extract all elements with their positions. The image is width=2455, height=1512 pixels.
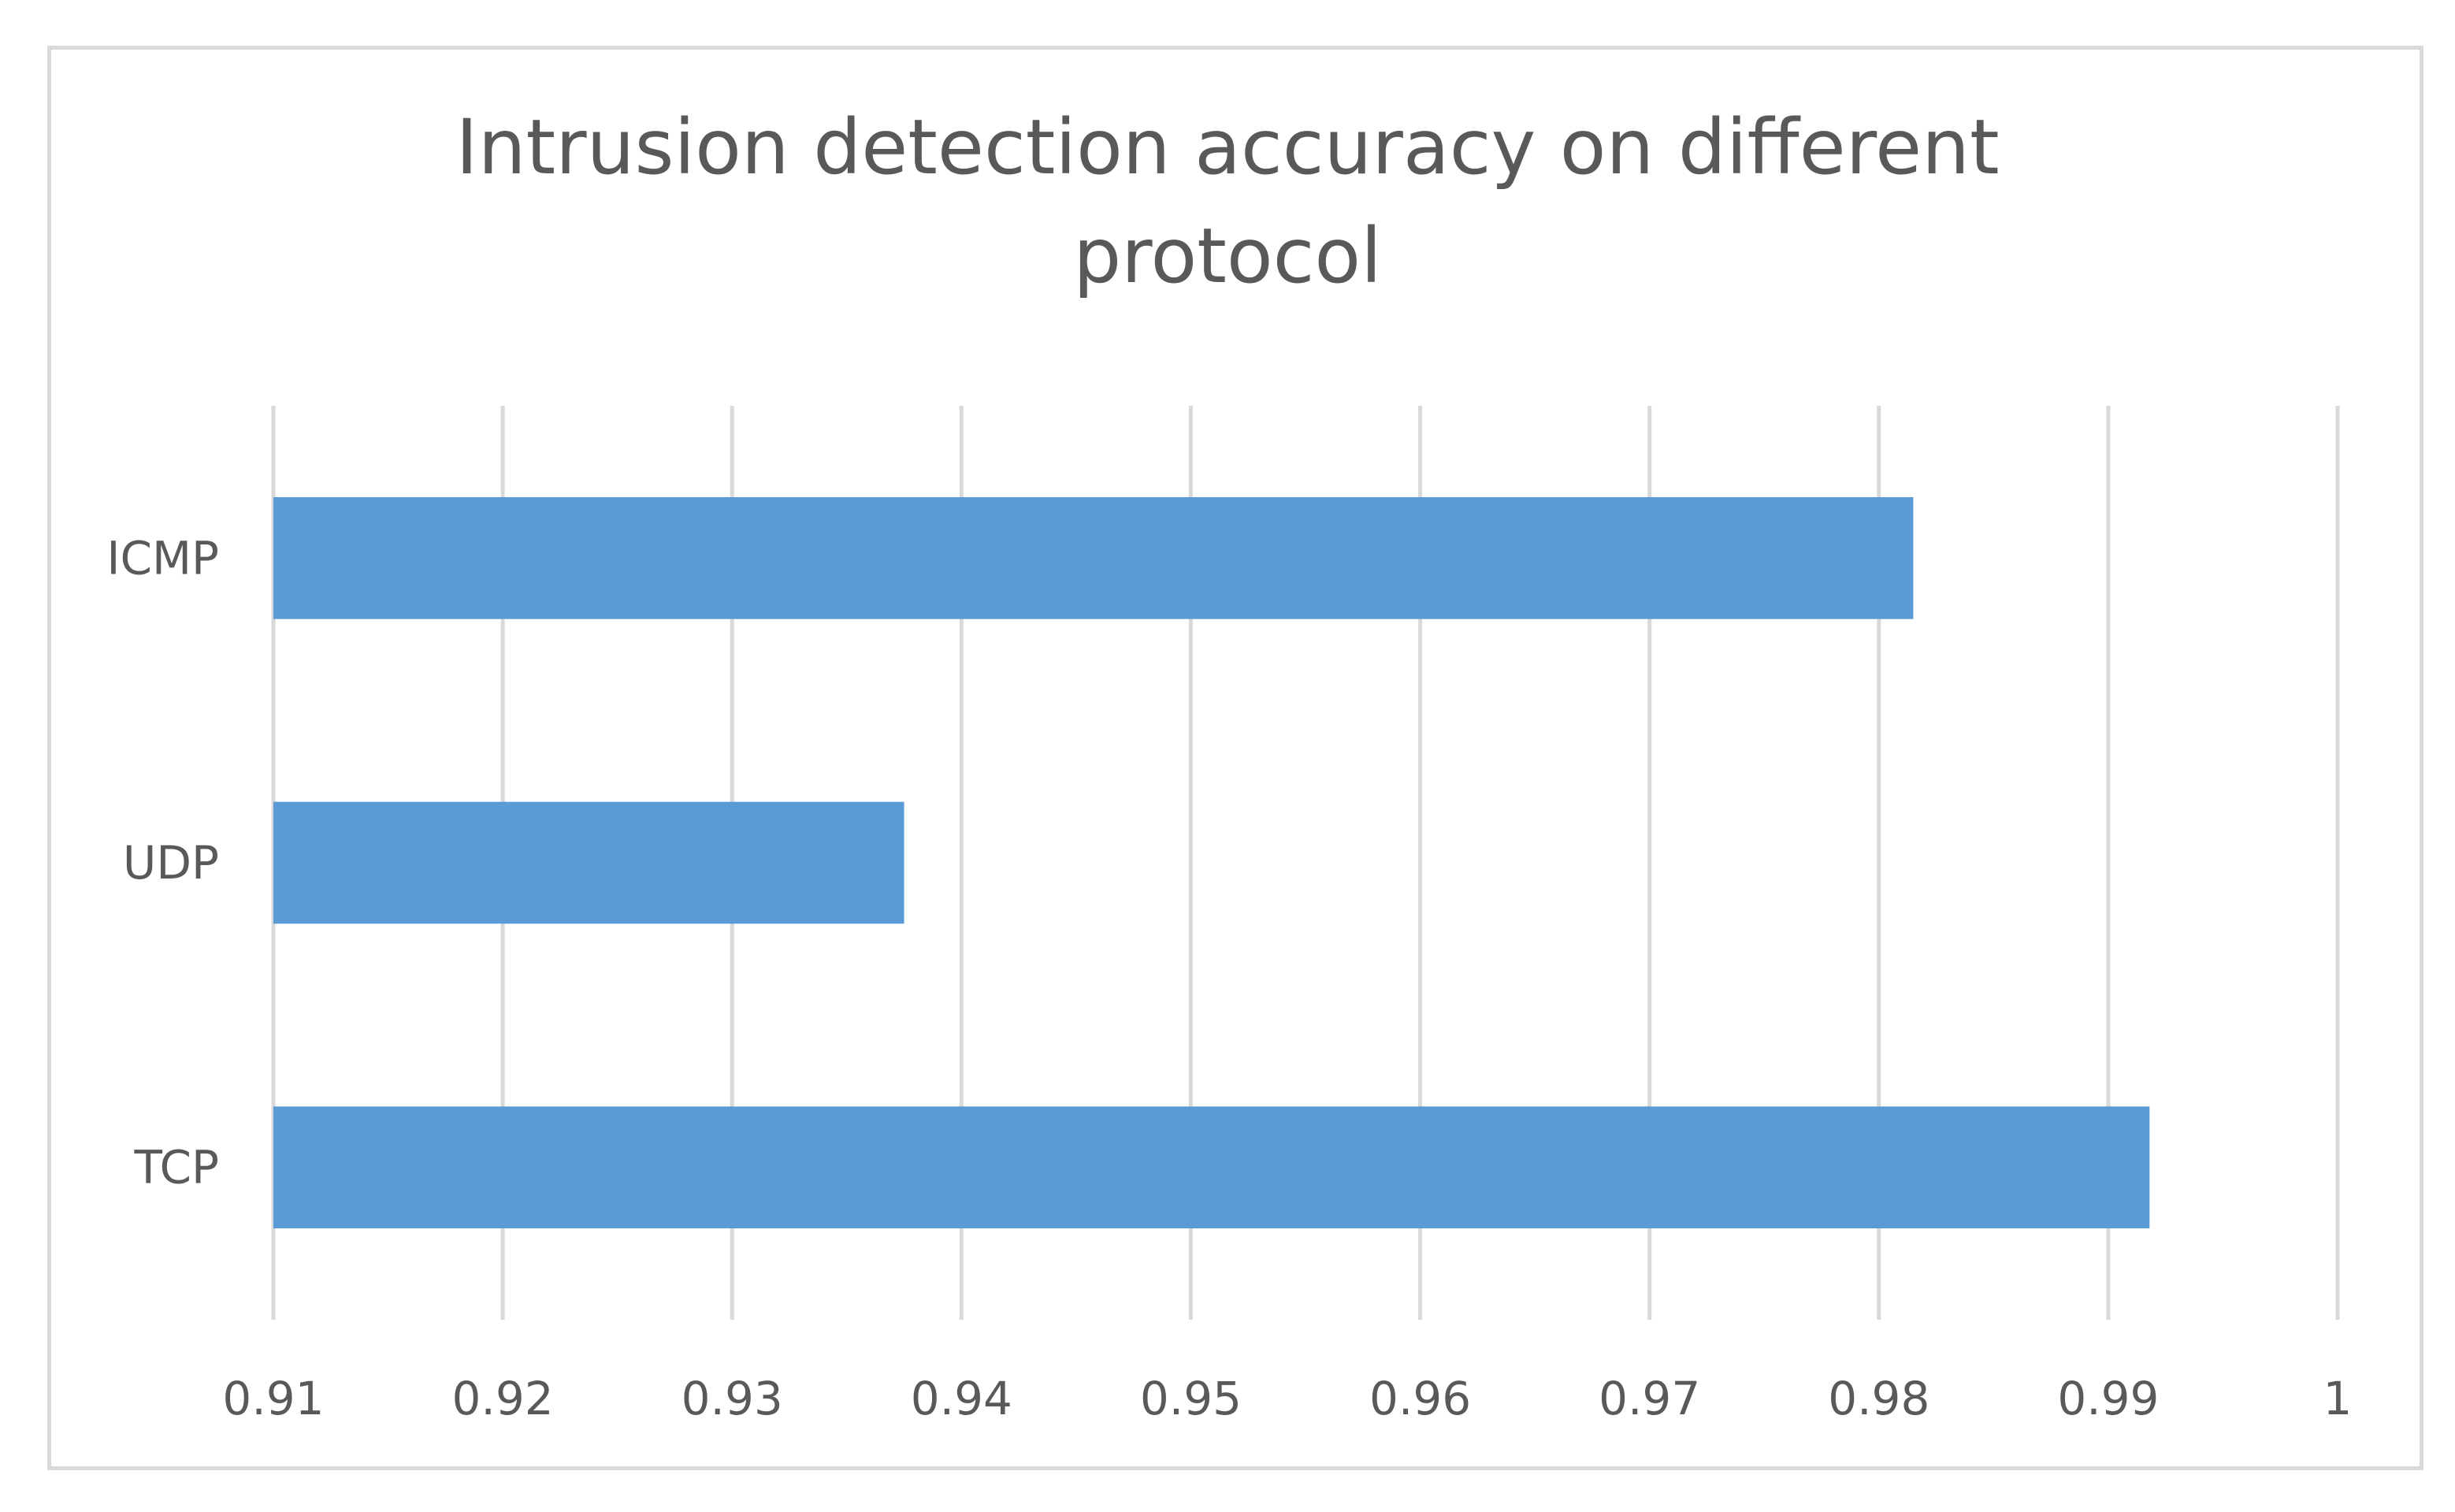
bar-udp: [273, 801, 904, 924]
y-axis-category-labels: ICMP UDP TCP: [106, 531, 219, 1194]
bar-icmp: [273, 497, 1914, 619]
x-axis-tick-labels: 0.91 0.92 0.93 0.94 0.95 0.96 0.97 0.98 0.99 1: [222, 1372, 2352, 1425]
x-tick-label-4: 0.95: [1140, 1372, 1242, 1425]
x-tick-label-8: 0.99: [2057, 1372, 2159, 1425]
bar-tcp: [273, 1106, 2150, 1228]
x-tick-label-9: 1: [2323, 1372, 2353, 1425]
category-label-tcp: TCP: [133, 1141, 219, 1194]
x-tick-label-5: 0.96: [1369, 1372, 1471, 1425]
category-label-icmp: ICMP: [106, 531, 219, 585]
category-label-udp: UDP: [123, 836, 219, 890]
chart-frame: [47, 46, 2423, 1470]
x-tick-label-2: 0.93: [682, 1372, 783, 1425]
bars: [273, 497, 2150, 1228]
chart-title: Intrusion detection accuracy on differen…: [455, 103, 2000, 300]
x-tick-label-6: 0.97: [1599, 1372, 1700, 1425]
x-tick-label-3: 0.94: [911, 1372, 1012, 1425]
x-tick-label-0: 0.91: [222, 1372, 324, 1425]
x-tick-label-7: 0.98: [1828, 1372, 1929, 1425]
x-tick-label-1: 0.92: [452, 1372, 554, 1425]
